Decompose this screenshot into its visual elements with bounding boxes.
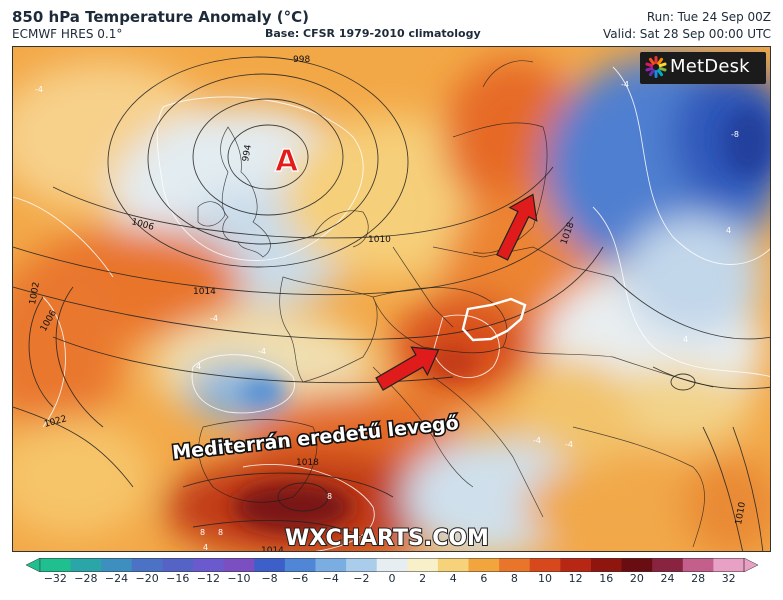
colorbar-segment [682, 558, 714, 572]
anomaly-map: 998 994 1006 1010 1014 1018 1002 1006 10… [12, 46, 771, 552]
colorbar-tick-label: −12 [196, 572, 220, 585]
anomaly-label: -4 [258, 347, 266, 356]
isobar-label: 1018 [296, 458, 319, 468]
isobar-label: 1010 [368, 235, 391, 245]
anomaly-label: 8 [327, 492, 332, 501]
colorbar-segment [162, 558, 194, 572]
colorbar-tick-label: −10 [227, 572, 251, 585]
colorbar-segment [468, 558, 500, 572]
colorbar-tick-label: 12 [568, 572, 583, 585]
metdesk-color-wheel-icon [645, 56, 667, 78]
anomaly-contours [13, 66, 770, 551]
anomaly-label: -4 [35, 85, 43, 94]
model-label: ECMWF HRES 0.1° [12, 27, 123, 41]
anomaly-label: -4 [210, 314, 218, 323]
isobar-label: 1002 [28, 281, 42, 305]
colorbar-tick-label: −28 [74, 572, 98, 585]
isobar-label: 1014 [193, 287, 216, 297]
coastlines-borders [197, 60, 714, 548]
chart-header: 850 hPa Temperature Anomaly (°C) ECMWF H… [0, 0, 783, 46]
metdesk-logo: MetDesk [640, 52, 766, 84]
colorbar-segment [223, 558, 255, 572]
colorbar-tick-label: 2 [419, 572, 427, 585]
arrow-northeast-icon [375, 346, 440, 391]
colorbar-tick-label: 28 [691, 572, 706, 585]
chart-title: 850 hPa Temperature Anomaly (°C) [12, 8, 309, 26]
watermark: WXCHARTS.COM [285, 526, 489, 551]
run-time-label: Run: Tue 24 Sep 00Z [646, 10, 771, 24]
colorbar-min-extend [26, 558, 41, 572]
colorbar-segment [376, 558, 408, 572]
colorbar-segment [315, 558, 347, 572]
isobar-label: 998 [293, 55, 310, 65]
colorbar-segment [590, 558, 623, 572]
colorbar-segment [652, 558, 684, 572]
colorbar-tick-label: 10 [538, 572, 553, 585]
colorbar-segment [713, 558, 745, 572]
isobars [13, 56, 770, 551]
isobar-label: 1010 [734, 501, 748, 526]
colorbar-segment [346, 558, 378, 572]
anomaly-label: -4 [621, 80, 629, 89]
colorbar-tick-label: 20 [629, 572, 644, 585]
anomaly-label: 4 [683, 335, 688, 344]
colorbar-segment [101, 558, 133, 572]
colorbar-tick-label: −24 [104, 572, 129, 585]
arrow-north-icon [496, 193, 538, 261]
colorbar-tick-label: 8 [510, 572, 518, 585]
colorbar-tick-label: −20 [135, 572, 159, 585]
colorbar-tick-label: 0 [388, 572, 396, 585]
anomaly-label: 4 [726, 226, 731, 235]
colorbar-segment [560, 558, 592, 572]
metdesk-logo-text: MetDesk [670, 56, 750, 77]
isobar-label: 1014 [261, 546, 284, 552]
colorbar-segment [437, 558, 470, 572]
colorbar-tick-label: −4 [322, 572, 339, 585]
anomaly-label: -4 [565, 440, 573, 449]
colorbar-segment [529, 558, 561, 572]
colorbar-tick-label: 24 [660, 572, 675, 585]
anomaly-labels: -4 -4 -4 4 -8 4 4 -4 8 8 8 4 -4 -4 [35, 80, 739, 552]
colorbar-segment [284, 558, 316, 572]
colorbar-tick-label: −8 [261, 572, 278, 585]
anomaly-label: 8 [218, 528, 223, 537]
climatology-base-label: Base: CFSR 1979-2010 climatology [265, 27, 481, 40]
isobar-label: 994 [241, 144, 254, 163]
colorbar-tick-label: 16 [599, 572, 614, 585]
anomaly-label: 8 [200, 528, 205, 537]
colorbar [26, 558, 758, 572]
colorbar-segment [254, 558, 286, 572]
colorbar-segment [70, 558, 102, 572]
colorbar-segment [621, 558, 653, 572]
anomaly-label: 4 [196, 362, 201, 371]
valid-time-label: Valid: Sat 28 Sep 00:00 UTC [603, 27, 771, 41]
colorbar-tick-label: −32 [43, 572, 67, 585]
colorbar-tick-label: −2 [353, 572, 370, 585]
colorbar-segment [193, 558, 225, 572]
colorbar-segment [40, 558, 72, 572]
colorbar-segment [131, 558, 163, 572]
anomaly-label: -8 [731, 130, 739, 139]
colorbar-segment [499, 558, 531, 572]
colorbar-tick-label: −6 [292, 572, 309, 585]
anomaly-label: -4 [533, 436, 541, 445]
colorbar-segment [407, 558, 439, 572]
anomaly-field-cores [233, 107, 770, 532]
map-canvas: 998 994 1006 1010 1014 1018 1002 1006 10… [13, 47, 770, 552]
anomaly-label: 4 [203, 543, 208, 552]
colorbar-tick-label: 32 [721, 572, 736, 585]
high-pressure-marker: A [275, 144, 299, 179]
colorbar-tick-label: 6 [480, 572, 488, 585]
colorbar-max-extend [743, 558, 758, 572]
colorbar-tick-label: 4 [449, 572, 457, 585]
highlighted-country-outline [461, 297, 527, 342]
colorbar-tick-label: −16 [166, 572, 190, 585]
